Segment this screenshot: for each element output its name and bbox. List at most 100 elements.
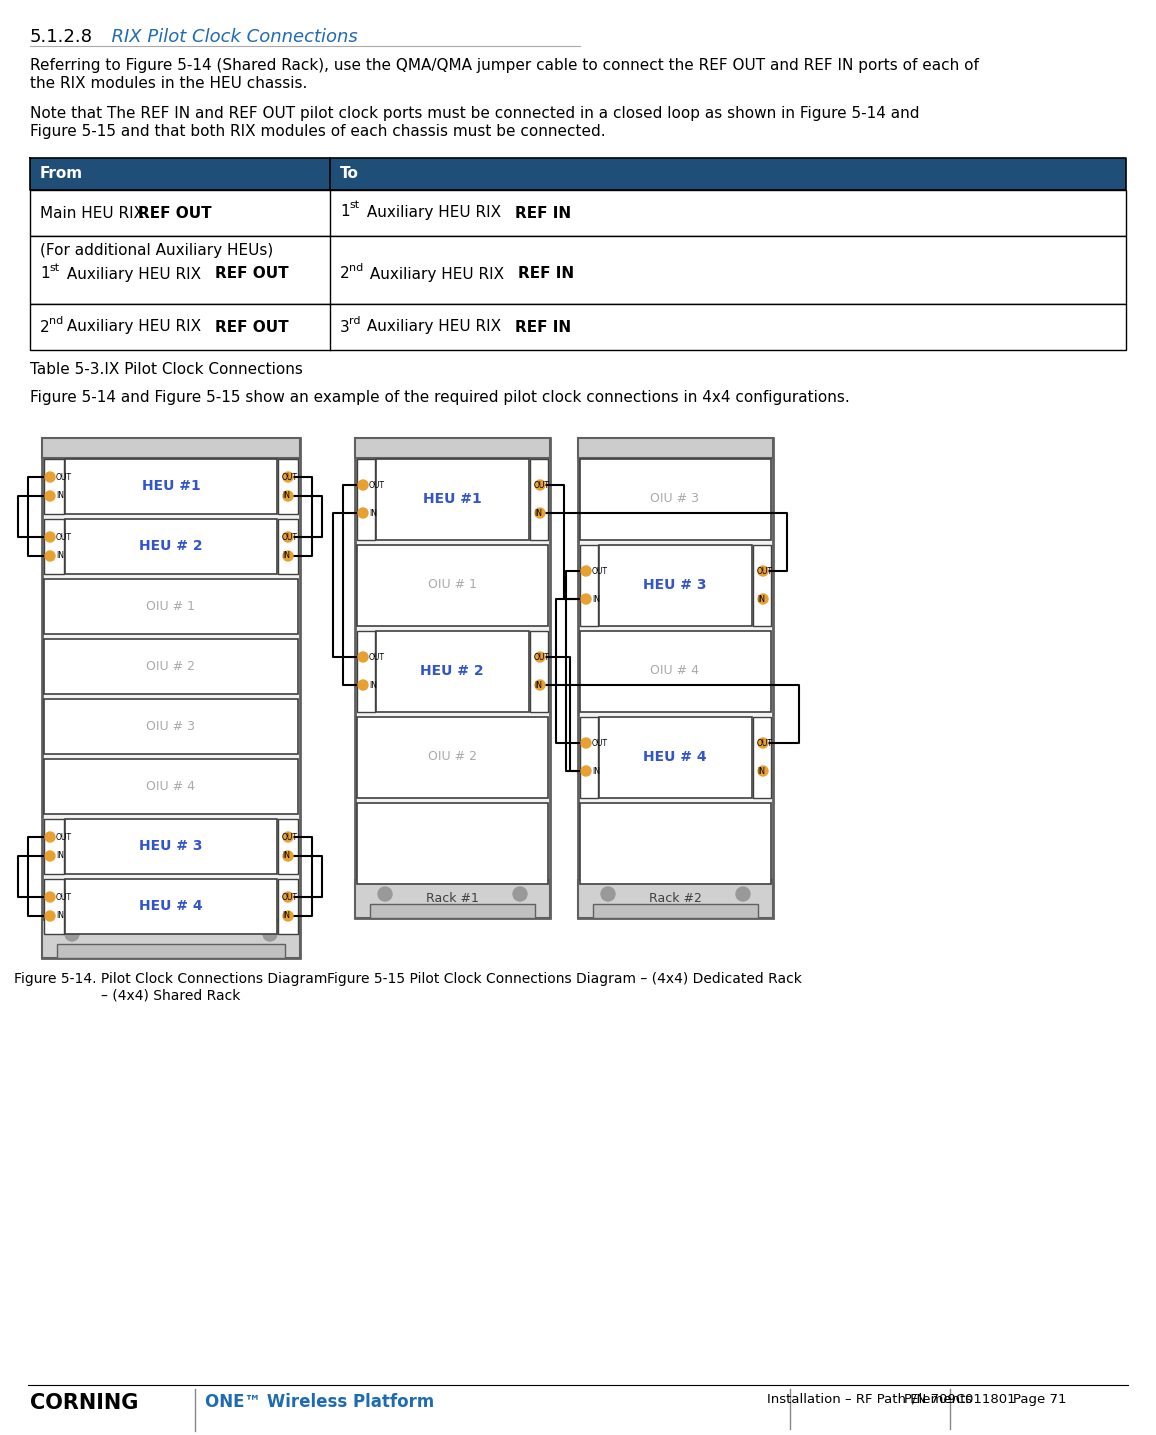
Bar xyxy=(44,880,64,934)
Bar xyxy=(753,718,771,798)
Text: OUT: OUT xyxy=(55,532,72,541)
Bar xyxy=(578,438,773,918)
Circle shape xyxy=(65,927,79,941)
Circle shape xyxy=(283,472,292,482)
Bar xyxy=(44,639,298,695)
Bar xyxy=(277,459,298,514)
Circle shape xyxy=(581,565,591,575)
Text: Installation – RF Path Elements: Installation – RF Path Elements xyxy=(768,1393,972,1406)
Bar xyxy=(44,519,64,574)
Text: IN: IN xyxy=(282,851,290,861)
Circle shape xyxy=(283,532,292,542)
Bar xyxy=(357,631,375,712)
Bar xyxy=(355,438,550,458)
Text: Rack #1: Rack #1 xyxy=(425,891,479,904)
Text: 2: 2 xyxy=(40,320,50,334)
Bar xyxy=(44,819,64,874)
Bar xyxy=(42,438,301,959)
Text: IN: IN xyxy=(369,508,377,518)
Text: Auxiliary HEU RIX: Auxiliary HEU RIX xyxy=(362,205,506,221)
Circle shape xyxy=(758,594,768,604)
Circle shape xyxy=(45,832,55,842)
Text: IN: IN xyxy=(282,492,290,501)
Bar xyxy=(30,235,1126,304)
Bar xyxy=(30,304,1126,350)
Text: OUT: OUT xyxy=(55,832,72,841)
Circle shape xyxy=(45,893,55,903)
Bar xyxy=(277,880,298,934)
Circle shape xyxy=(736,887,750,901)
Bar xyxy=(580,718,598,798)
Bar xyxy=(370,904,535,918)
Text: Figure 5-15 and that both RIX modules of each chassis must be connected.: Figure 5-15 and that both RIX modules of… xyxy=(30,123,606,139)
Text: IN: IN xyxy=(55,851,64,861)
Text: Auxiliary HEU RIX: Auxiliary HEU RIX xyxy=(62,320,206,334)
Text: OUT: OUT xyxy=(369,653,385,662)
Circle shape xyxy=(45,532,55,542)
Circle shape xyxy=(378,887,392,901)
Circle shape xyxy=(358,651,368,662)
Bar xyxy=(44,459,64,514)
Circle shape xyxy=(283,551,292,561)
Bar xyxy=(277,519,298,574)
Text: IN: IN xyxy=(55,551,64,561)
Text: (For additional Auxiliary HEUs): (For additional Auxiliary HEUs) xyxy=(40,243,273,257)
Text: HEU # 3: HEU # 3 xyxy=(139,839,202,852)
Bar xyxy=(357,459,375,540)
Bar xyxy=(65,459,277,514)
Bar xyxy=(357,804,548,884)
Bar xyxy=(580,459,771,540)
Text: IN: IN xyxy=(282,911,290,920)
Text: REF IN: REF IN xyxy=(516,205,571,221)
Text: IN: IN xyxy=(282,551,290,561)
Bar xyxy=(578,438,773,458)
Text: HEU # 2: HEU # 2 xyxy=(420,664,484,677)
Text: OUT: OUT xyxy=(592,567,608,575)
Bar xyxy=(65,819,277,874)
Text: 5.1.2.8: 5.1.2.8 xyxy=(30,29,92,46)
Text: REF IN: REF IN xyxy=(516,320,571,334)
Text: OUT: OUT xyxy=(534,481,550,489)
Bar xyxy=(753,545,771,626)
Circle shape xyxy=(45,472,55,482)
Bar xyxy=(355,880,550,918)
Bar xyxy=(30,158,1126,189)
Text: From: From xyxy=(40,166,83,181)
Bar xyxy=(580,545,598,626)
Text: IN: IN xyxy=(534,680,542,689)
Circle shape xyxy=(283,851,292,861)
Circle shape xyxy=(535,479,544,489)
Text: OIU # 4: OIU # 4 xyxy=(651,664,699,677)
Text: IN: IN xyxy=(55,911,64,920)
Circle shape xyxy=(358,479,368,489)
Circle shape xyxy=(581,766,591,776)
Text: st: st xyxy=(49,263,59,273)
Text: ONE™ Wireless Platform: ONE™ Wireless Platform xyxy=(205,1393,435,1411)
Text: OUT: OUT xyxy=(282,832,298,841)
Bar xyxy=(357,718,548,798)
Bar xyxy=(277,819,298,874)
Text: OUT: OUT xyxy=(757,739,773,748)
Bar xyxy=(529,631,548,712)
Bar xyxy=(578,880,773,918)
Text: rd: rd xyxy=(349,316,361,326)
Text: OIU # 1: OIU # 1 xyxy=(428,578,476,591)
Bar xyxy=(57,944,286,959)
Circle shape xyxy=(581,594,591,604)
Text: Main HEU RIX: Main HEU RIX xyxy=(40,205,149,221)
Bar xyxy=(357,545,548,626)
Text: OUT: OUT xyxy=(282,472,298,482)
Text: Auxiliary HEU RIX: Auxiliary HEU RIX xyxy=(362,320,506,334)
Bar xyxy=(65,519,277,574)
Text: OIU # 2: OIU # 2 xyxy=(428,751,476,763)
Text: IN: IN xyxy=(55,492,64,501)
Circle shape xyxy=(358,680,368,690)
Bar xyxy=(376,459,529,540)
Text: IN: IN xyxy=(757,766,765,775)
Text: Figure 5-15 Pilot Clock Connections Diagram – (4x4) Dedicated Rack: Figure 5-15 Pilot Clock Connections Diag… xyxy=(326,971,801,986)
Text: IN: IN xyxy=(757,594,765,604)
Text: the RIX modules in the HEU chassis.: the RIX modules in the HEU chassis. xyxy=(30,76,307,90)
Text: CORNING: CORNING xyxy=(30,1393,139,1413)
Circle shape xyxy=(283,832,292,842)
Text: RIX Pilot Clock Connections: RIX Pilot Clock Connections xyxy=(101,29,357,46)
